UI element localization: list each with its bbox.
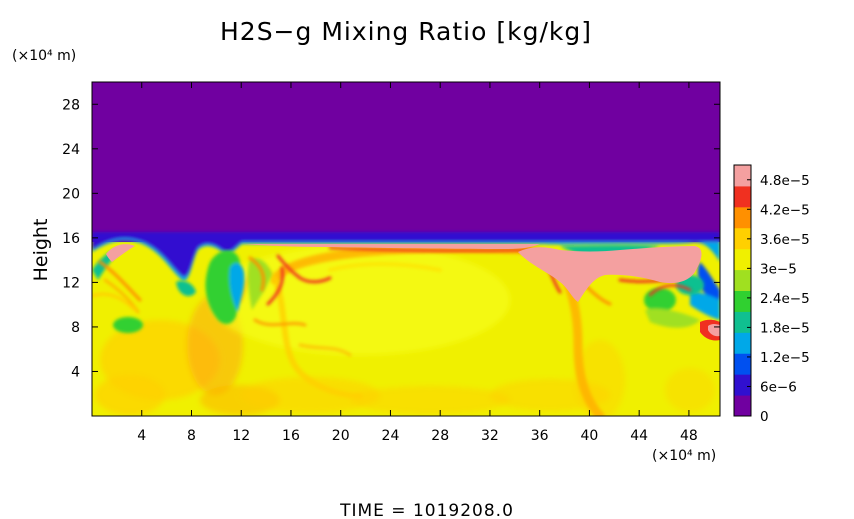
x-tick-label: 48 bbox=[680, 428, 698, 444]
plot-frame bbox=[91, 81, 721, 417]
x-tick-label: 28 bbox=[431, 428, 449, 444]
y-tick-label: 12 bbox=[62, 275, 80, 291]
colorbar-step bbox=[734, 269, 751, 291]
x-tick-label: 16 bbox=[282, 428, 300, 444]
y-tick-label: 24 bbox=[62, 142, 80, 158]
colorbar-step bbox=[734, 248, 751, 271]
colorbar-tick-label: 1.8e−5 bbox=[760, 320, 810, 336]
x-tick-label: 24 bbox=[382, 428, 400, 444]
colorbar-step bbox=[734, 227, 751, 250]
colorbar-step bbox=[734, 311, 751, 333]
x-axis-unit: (×10⁴ m) bbox=[652, 448, 716, 464]
y-tick-label: 8 bbox=[71, 320, 80, 336]
y-tick-label: 16 bbox=[62, 231, 80, 247]
x-tick-label: 12 bbox=[232, 428, 250, 444]
y-tick-label: 28 bbox=[62, 97, 80, 113]
colorbar-step bbox=[734, 185, 751, 208]
colorbar-step bbox=[734, 290, 751, 312]
x-tick-label: 44 bbox=[630, 428, 648, 444]
x-tick-label: 40 bbox=[581, 428, 599, 444]
x-tick-label: 20 bbox=[332, 428, 350, 444]
colorbar-tick-label: 3.6e−5 bbox=[760, 232, 810, 248]
colorbar-tick-label: 4.8e−5 bbox=[760, 173, 810, 189]
y-axis-ticks: 4 8 12 16 20 24 28 bbox=[62, 97, 720, 380]
colorbar: 0 6e−6 1.2e−5 1.8e−5 2.4e−5 3e−5 3.6e−5 4.2e−5 4… bbox=[733, 164, 810, 425]
colorbar-step bbox=[734, 374, 751, 396]
x-tick-label: 8 bbox=[187, 428, 196, 444]
max-layer bbox=[106, 244, 720, 341]
colorbar-tick-label: 4.2e−5 bbox=[760, 202, 810, 218]
colorbar-step bbox=[734, 395, 751, 417]
chart-title: H2S−g Mixing Ratio [kg/kg] bbox=[220, 17, 592, 46]
colorbar-step bbox=[734, 353, 751, 375]
x-axis-ticks: 4 8 12 16 20 24 28 32 36 40 44 48 bbox=[137, 82, 698, 444]
colorbar-tick-label: 6e−6 bbox=[760, 379, 797, 395]
colorbar-step bbox=[734, 165, 751, 187]
x-tick-label: 36 bbox=[531, 428, 549, 444]
y-axis-label: Height bbox=[30, 219, 52, 282]
colorbar-tick-label: 1.2e−5 bbox=[760, 350, 810, 366]
y-tick-label: 4 bbox=[71, 364, 80, 380]
colorbar-step bbox=[734, 206, 751, 229]
colorbar-tick-label: 2.4e−5 bbox=[760, 291, 810, 307]
colorbar-tick-label: 0 bbox=[760, 409, 769, 425]
heatmap-field bbox=[92, 82, 720, 416]
colorbar-tick-label: 3e−5 bbox=[760, 261, 797, 277]
colorbar-frame bbox=[733, 164, 752, 417]
x-tick-label: 32 bbox=[481, 428, 499, 444]
y-axis-unit: (×10⁴ m) bbox=[12, 48, 76, 64]
y-tick-label: 20 bbox=[62, 186, 80, 202]
time-label: TIME = 1019208.0 bbox=[339, 501, 514, 519]
colorbar-step bbox=[734, 332, 751, 354]
x-tick-label: 4 bbox=[137, 428, 146, 444]
